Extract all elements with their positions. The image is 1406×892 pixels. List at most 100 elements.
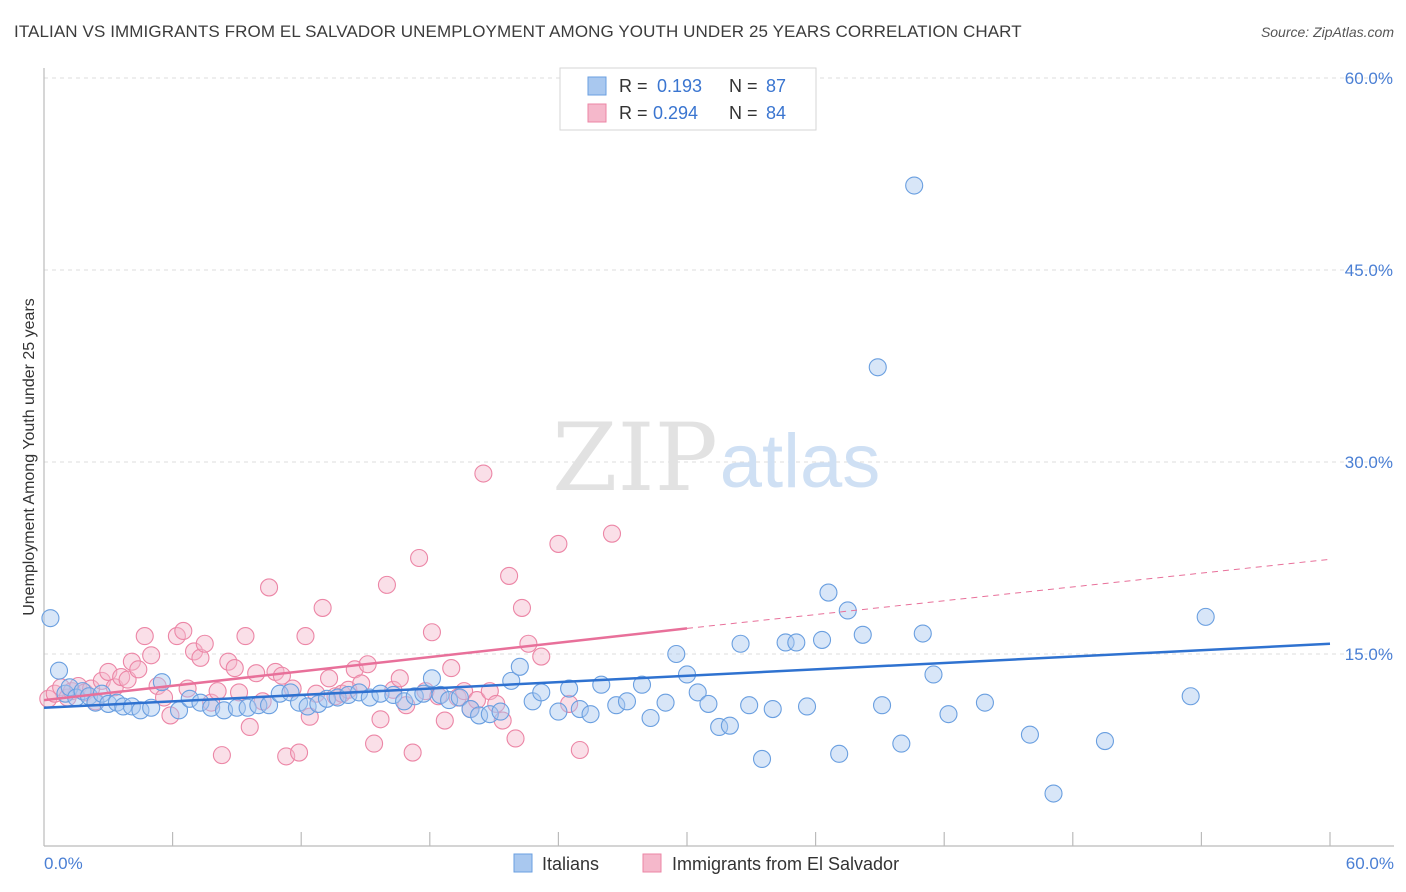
point-italians bbox=[699, 694, 718, 713]
point-italians bbox=[892, 734, 911, 753]
point-italians bbox=[41, 609, 60, 628]
point-salvador bbox=[365, 734, 384, 753]
point-italians bbox=[422, 669, 441, 688]
legend-swatch-italians bbox=[513, 853, 533, 873]
point-italians bbox=[632, 675, 652, 694]
stats-r-label-italians: R = bbox=[619, 76, 648, 96]
point-salvador bbox=[377, 575, 396, 594]
point-italians bbox=[450, 688, 469, 707]
point-salvador bbox=[236, 627, 255, 646]
point-italians bbox=[812, 630, 832, 649]
point-italians bbox=[309, 694, 328, 713]
point-italians bbox=[549, 702, 568, 721]
point-salvador bbox=[519, 634, 538, 653]
point-italians bbox=[560, 679, 579, 698]
point-italians bbox=[740, 696, 759, 715]
legend-swatch-salvador bbox=[642, 853, 662, 873]
point-salvador bbox=[296, 627, 315, 646]
point-salvador bbox=[390, 669, 409, 688]
point-salvador bbox=[549, 534, 568, 553]
stats-r-value-salvador: 0.294 bbox=[653, 103, 698, 123]
point-italians bbox=[853, 625, 872, 644]
trend-italians bbox=[43, 642, 1331, 710]
point-salvador bbox=[403, 743, 422, 762]
point-italians bbox=[975, 693, 994, 712]
point-italians bbox=[191, 693, 210, 712]
point-italians bbox=[360, 688, 379, 707]
point-salvador bbox=[532, 647, 551, 666]
point-salvador bbox=[122, 652, 141, 671]
point-italians bbox=[924, 665, 943, 684]
point-italians bbox=[431, 685, 450, 705]
point-italians bbox=[617, 692, 637, 711]
point-salvador bbox=[225, 659, 244, 678]
point-salvador bbox=[570, 740, 589, 760]
point-salvador bbox=[602, 524, 622, 543]
stats-legend-swatch-salvador bbox=[587, 103, 607, 123]
point-italians bbox=[480, 705, 499, 724]
legend-label-italians: Italians bbox=[542, 854, 599, 874]
chart-title: ITALIAN VS IMMIGRANTS FROM EL SALVADOR U… bbox=[14, 22, 1022, 41]
point-italians bbox=[776, 633, 795, 652]
point-salvador bbox=[320, 669, 339, 688]
point-italians bbox=[581, 705, 600, 724]
point-salvador bbox=[195, 634, 214, 653]
point-salvador bbox=[240, 717, 259, 737]
point-salvador bbox=[435, 711, 454, 730]
point-italians bbox=[868, 358, 887, 377]
y-tick-label-15: 15.0% bbox=[1345, 645, 1393, 664]
stats-n-label-salvador: N = bbox=[729, 103, 758, 123]
point-salvador bbox=[410, 548, 429, 568]
point-salvador bbox=[142, 646, 161, 665]
point-salvador bbox=[313, 598, 332, 617]
point-italians bbox=[752, 749, 772, 769]
x-axis-ticks bbox=[172, 832, 1331, 846]
point-salvador bbox=[208, 682, 227, 701]
point-italians bbox=[1095, 731, 1114, 751]
point-italians bbox=[1020, 725, 1039, 744]
point-italians bbox=[180, 689, 199, 708]
point-italians bbox=[1181, 687, 1200, 706]
point-salvador bbox=[442, 659, 461, 678]
point-salvador bbox=[371, 710, 390, 729]
point-italians bbox=[641, 708, 660, 728]
point-italians bbox=[787, 633, 806, 652]
stats-n-value-salvador: 84 bbox=[766, 103, 786, 123]
series-salvador-points bbox=[39, 464, 622, 766]
stats-r-label-salvador: R = bbox=[619, 103, 648, 123]
trend-salvador bbox=[43, 627, 688, 702]
stats-n-value-italians: 87 bbox=[766, 76, 786, 96]
point-italians bbox=[532, 683, 551, 702]
point-italians bbox=[667, 644, 686, 664]
point-salvador bbox=[247, 664, 266, 683]
point-italians bbox=[49, 661, 69, 680]
point-salvador bbox=[161, 706, 180, 725]
point-italians bbox=[371, 684, 390, 703]
stats-legend-swatch-italians bbox=[587, 76, 607, 96]
point-italians bbox=[872, 696, 892, 715]
point-italians bbox=[656, 693, 675, 712]
point-italians bbox=[763, 699, 782, 719]
point-italians bbox=[491, 702, 510, 721]
point-italians bbox=[830, 744, 849, 763]
point-salvador bbox=[512, 598, 532, 617]
stats-n-label-italians: N = bbox=[729, 76, 758, 96]
x-tick-label-max: 60.0% bbox=[1346, 854, 1394, 873]
point-italians bbox=[570, 699, 589, 719]
point-italians bbox=[720, 716, 739, 735]
series-italians-points bbox=[41, 176, 1215, 803]
point-salvador bbox=[500, 566, 519, 585]
series-legend: Italians Immigrants from El Salvador bbox=[513, 853, 899, 874]
trend-lines bbox=[43, 558, 1331, 710]
legend-label-salvador: Immigrants from El Salvador bbox=[672, 854, 899, 874]
point-salvador bbox=[129, 660, 148, 679]
y-tick-label-45: 45.0% bbox=[1345, 261, 1393, 280]
trend-salvador-extrapolated bbox=[686, 558, 1331, 629]
y-axis-label: Unemployment Among Youth under 25 years bbox=[21, 298, 38, 616]
point-italians bbox=[797, 697, 817, 716]
point-italians bbox=[607, 696, 626, 715]
point-salvador bbox=[219, 652, 238, 671]
watermark-atlas: atlas bbox=[720, 419, 881, 504]
point-italians bbox=[440, 691, 459, 710]
point-italians bbox=[731, 634, 750, 653]
